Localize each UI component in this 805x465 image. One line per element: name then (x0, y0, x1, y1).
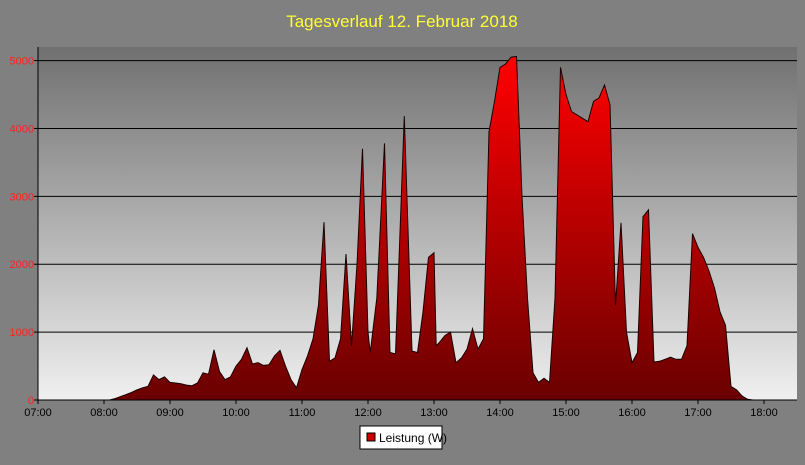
legend-swatch-leistung (366, 432, 376, 442)
series-line-0 (38, 55, 797, 401)
x-tick-label-15:00: 15:00 (552, 407, 580, 419)
y-tick-label-1000: 1000 (10, 327, 34, 339)
x-tick-label-17:00: 17:00 (684, 407, 712, 419)
x-tick-label-11:00: 11:00 (289, 407, 316, 419)
y-tick-label-4000: 4000 (10, 123, 34, 135)
grid-lines (38, 60, 797, 333)
plot-background (38, 47, 797, 400)
x-tick-label-07:00: 07:00 (24, 407, 52, 419)
x-tick-label-12:00: 12:00 (354, 407, 382, 419)
x-tick-label-16:00: 16:00 (618, 407, 646, 419)
legend: Leistung (W) (359, 425, 447, 450)
y-tick-label-5000: 5000 (10, 56, 34, 68)
y-tick-label-3000: 3000 (10, 191, 34, 203)
y-tick-label-0: 0 (28, 395, 34, 407)
y-axis-ticks: 0 1000 2000 3000 4000 5000 (10, 56, 38, 407)
x-tick-label-18:00: 18:00 (750, 407, 778, 419)
legend-box (359, 425, 443, 450)
x-tick-label-10:00: 10:00 (222, 407, 250, 419)
chart-title: Tagesverlauf 12. Februar 2018 (286, 12, 518, 31)
x-tick-label-09:00: 09:00 (156, 407, 184, 419)
series-area-0 (38, 56, 797, 400)
series-layer (38, 55, 797, 401)
x-axis-ticks: 07:00 08:00 09:00 10:00 11:00 12:00 13:00 14:00… (24, 400, 778, 419)
x-tick-label-08:00: 08:00 (90, 407, 118, 419)
legend-label-leistung: Leistung (W) (379, 431, 447, 445)
x-tick-label-13:00: 13:00 (420, 407, 448, 419)
x-tick-label-14:00: 14:00 (486, 407, 514, 419)
y-tick-label-2000: 2000 (10, 259, 34, 271)
